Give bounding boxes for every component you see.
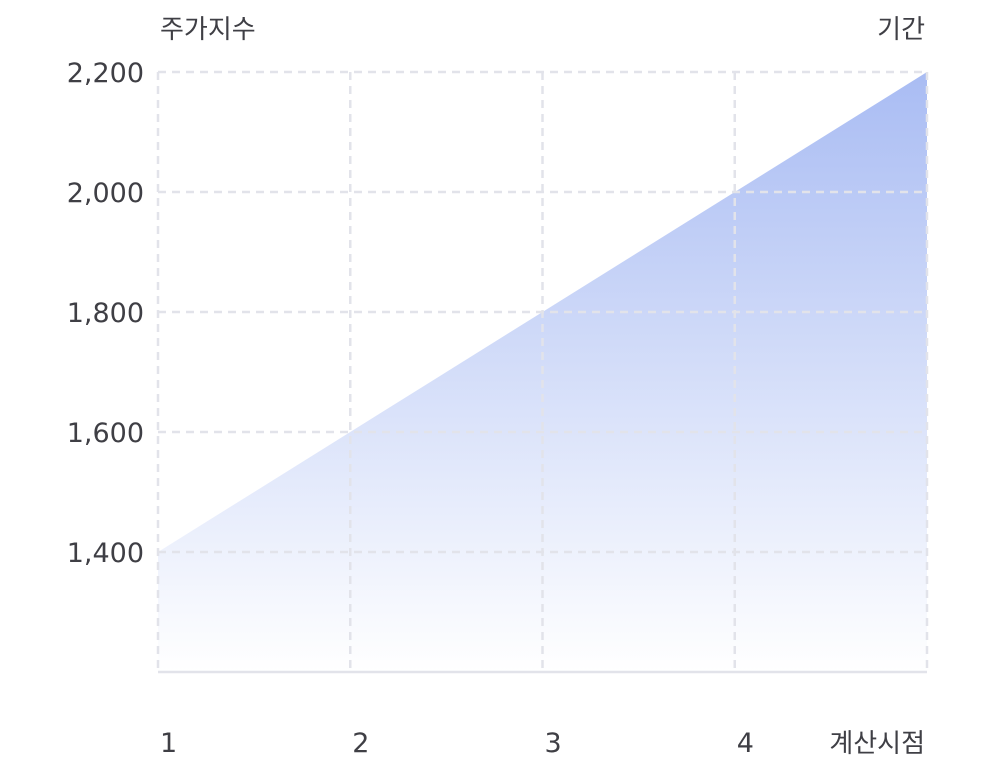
y-axis-title: 주가지수 (160, 15, 256, 45)
x-axis-title: 기간 (877, 15, 925, 45)
x-tick-label: 3 (545, 728, 562, 759)
y-tick-label: 2,000 (67, 178, 144, 209)
x-tick-label: 4 (737, 728, 754, 759)
y-tick-label: 1,600 (67, 418, 144, 449)
x-axis-end-label: 계산시점 (829, 729, 925, 759)
x-tick-label: 1 (160, 728, 177, 759)
y-tick-label: 2,200 (67, 58, 144, 89)
y-tick-label: 1,800 (67, 298, 144, 329)
y-tick-label: 1,400 (67, 538, 144, 569)
x-tick-label: 2 (352, 728, 369, 759)
